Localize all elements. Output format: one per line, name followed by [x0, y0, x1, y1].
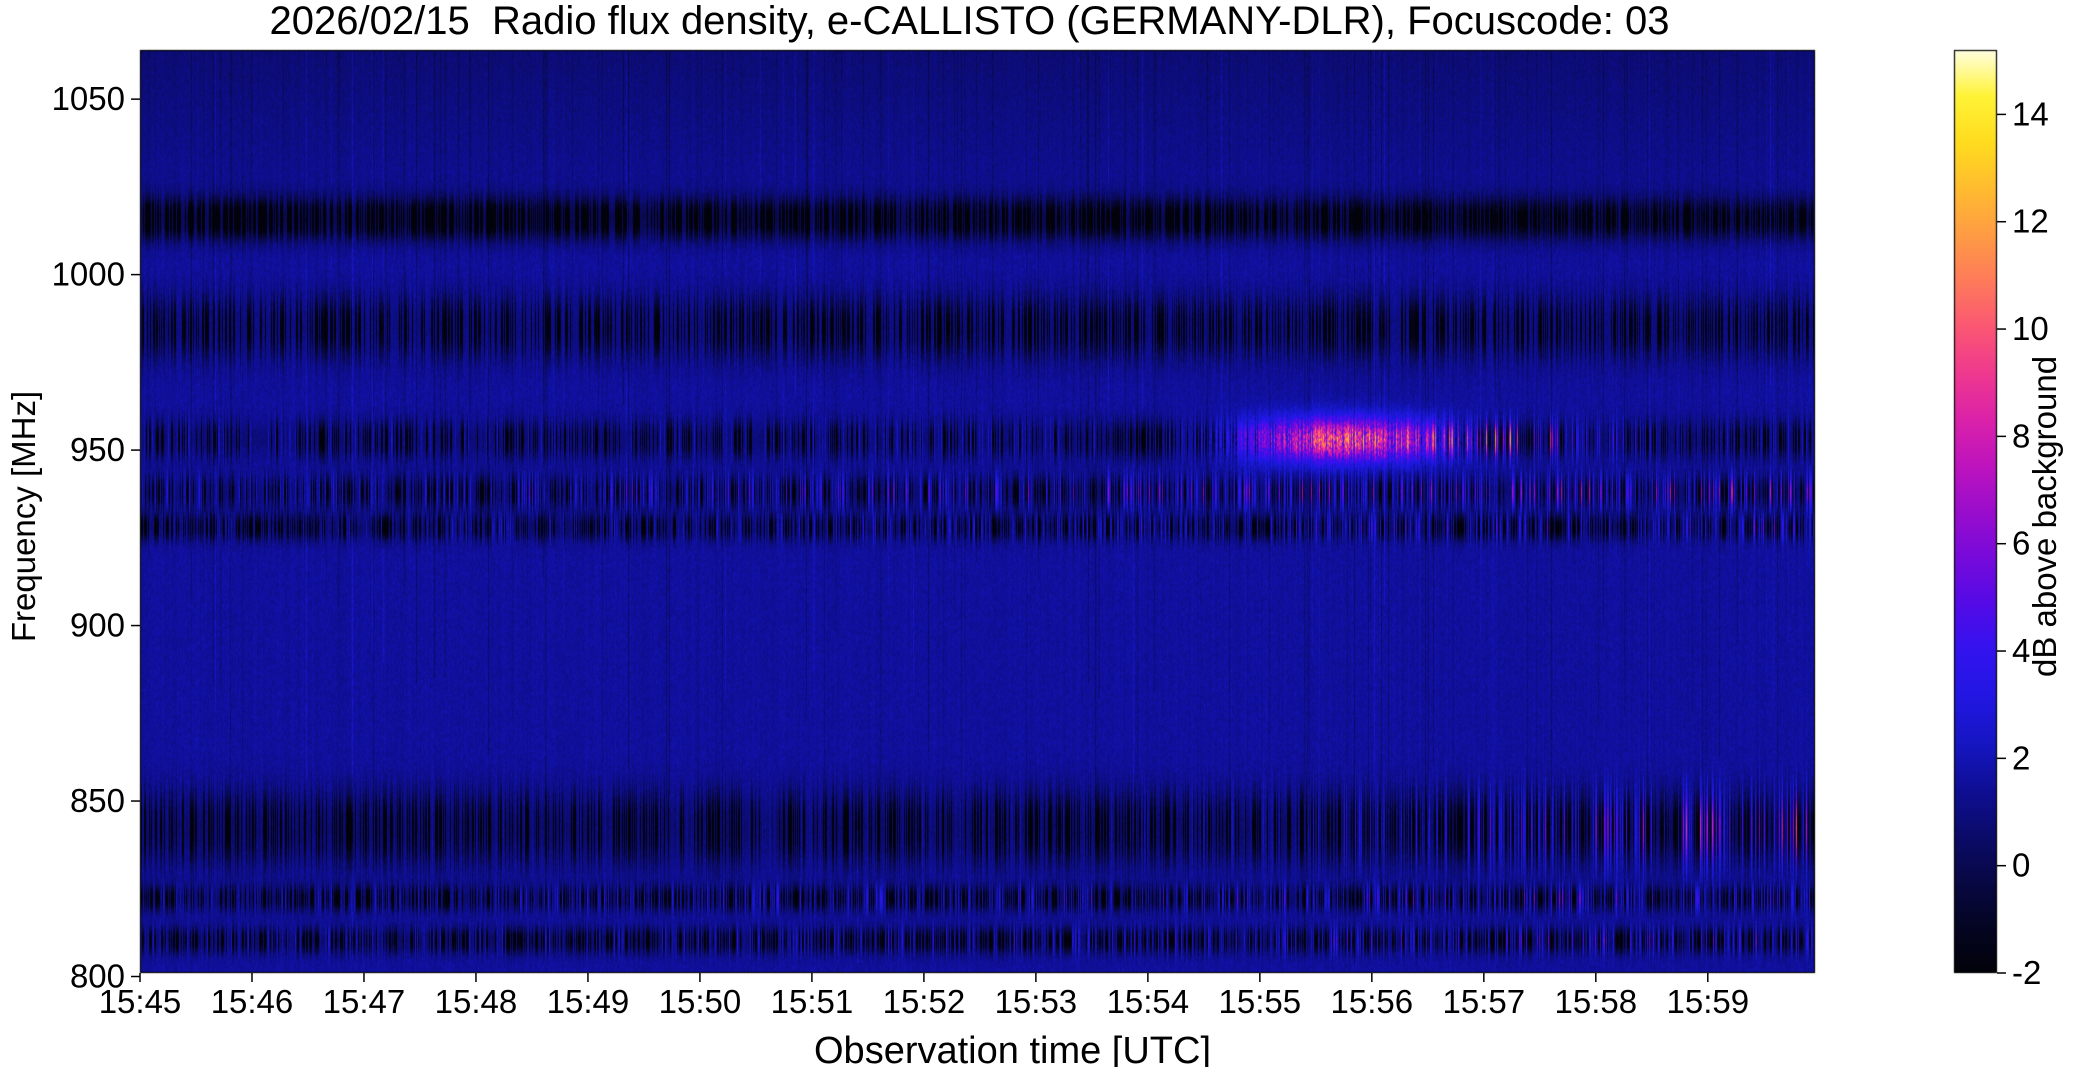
svg-text:15:47: 15:47: [323, 983, 406, 1020]
svg-text:-2: -2: [2012, 954, 2041, 991]
svg-text:12: 12: [2012, 203, 2049, 240]
svg-text:15:54: 15:54: [1107, 983, 1190, 1020]
svg-text:15:48: 15:48: [435, 983, 518, 1020]
svg-text:15:50: 15:50: [659, 983, 742, 1020]
svg-text:1050: 1050: [52, 80, 125, 117]
svg-text:15:59: 15:59: [1667, 983, 1750, 1020]
svg-text:Observation time [UTC]: Observation time [UTC]: [814, 1030, 1211, 1067]
svg-text:15:55: 15:55: [1219, 983, 1302, 1020]
svg-text:2: 2: [2012, 739, 2030, 776]
svg-text:15:52: 15:52: [883, 983, 966, 1020]
svg-text:14: 14: [2012, 95, 2049, 132]
svg-text:15:58: 15:58: [1555, 983, 1638, 1020]
svg-text:2026/02/15 Radio flux density: 2026/02/15 Radio flux density, e-CALLIST…: [270, 0, 1670, 43]
svg-text:950: 950: [70, 431, 125, 468]
svg-text:15:51: 15:51: [771, 983, 854, 1020]
svg-text:15:57: 15:57: [1443, 983, 1526, 1020]
svg-text:dB above background: dB above background: [2026, 356, 2063, 677]
svg-text:900: 900: [70, 607, 125, 644]
svg-text:15:56: 15:56: [1331, 983, 1414, 1020]
svg-text:Frequency [MHz]: Frequency [MHz]: [5, 391, 42, 642]
svg-text:15:49: 15:49: [547, 983, 630, 1020]
svg-text:850: 850: [70, 782, 125, 819]
svg-text:1000: 1000: [52, 256, 125, 293]
svg-text:15:45: 15:45: [99, 983, 182, 1020]
svg-text:15:46: 15:46: [211, 983, 294, 1020]
svg-text:15:53: 15:53: [995, 983, 1078, 1020]
svg-text:10: 10: [2012, 310, 2049, 347]
svg-text:0: 0: [2012, 847, 2030, 884]
